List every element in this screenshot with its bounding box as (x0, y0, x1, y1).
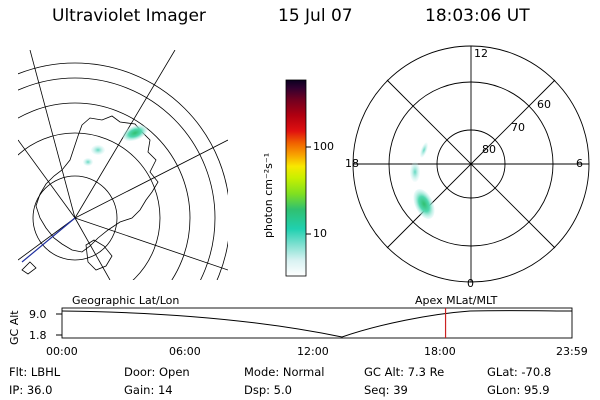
dsp-info: Dsp: 5.0 (244, 383, 292, 397)
gain-info: Gain: 14 (124, 383, 173, 397)
altitude-curve (61, 310, 573, 338)
timeline-right-title: Apex MLat/MLT (415, 294, 498, 307)
colorbar-tick-100: 100 (313, 140, 334, 153)
app-title: Ultraviolet Imager (52, 6, 206, 26)
observation-time: 18:03:06 UT (425, 6, 530, 26)
mlt-label-12: 12 (474, 47, 488, 60)
colorbar-label: photon cm⁻²s⁻¹ (262, 152, 275, 238)
seq-info: Seq: 39 (364, 383, 408, 397)
x-tick-0600: 06:00 (169, 345, 201, 358)
geographic-map (18, 50, 228, 280)
y-tick-1-8: 1.8 (29, 329, 47, 342)
timeline-axis-label: GC Alt (8, 310, 21, 345)
polar-aurora (410, 142, 435, 219)
glat-info: GLat: -70.8 (487, 365, 552, 379)
x-tick-1800: 18:00 (424, 345, 456, 358)
timeline-left-title: Geographic Lat/Lon (72, 294, 180, 307)
polar-plot (352, 45, 590, 283)
mlt-label-6: 6 (576, 157, 583, 170)
geo-aurora (83, 125, 148, 166)
x-tick-0000: 00:00 (46, 345, 78, 358)
door-info: Door: Open (124, 365, 190, 379)
y-tick-9: 9.0 (29, 308, 47, 321)
x-tick-1200: 12:00 (297, 345, 329, 358)
mlat-label-80: 80 (482, 143, 496, 156)
mlt-label-18: 18 (345, 157, 359, 170)
mlt-label-0: 0 (467, 277, 474, 290)
colorbar-tick-10: 10 (313, 227, 327, 240)
glon-info: GLon: 95.9 (487, 383, 550, 397)
mlat-label-60: 60 (537, 98, 551, 111)
ip-info: IP: 36.0 (9, 383, 53, 397)
timeline-box (61, 307, 573, 339)
observation-date: 15 Jul 07 (278, 6, 353, 26)
mode-info: Mode: Normal (244, 365, 325, 379)
x-tick-2359: 23:59 (556, 345, 588, 358)
gc-alt-info: GC Alt: 7.3 Re (364, 365, 445, 379)
colorbar (285, 79, 307, 277)
mlat-label-70: 70 (511, 121, 525, 134)
filter-info: Flt: LBHL (9, 365, 61, 379)
